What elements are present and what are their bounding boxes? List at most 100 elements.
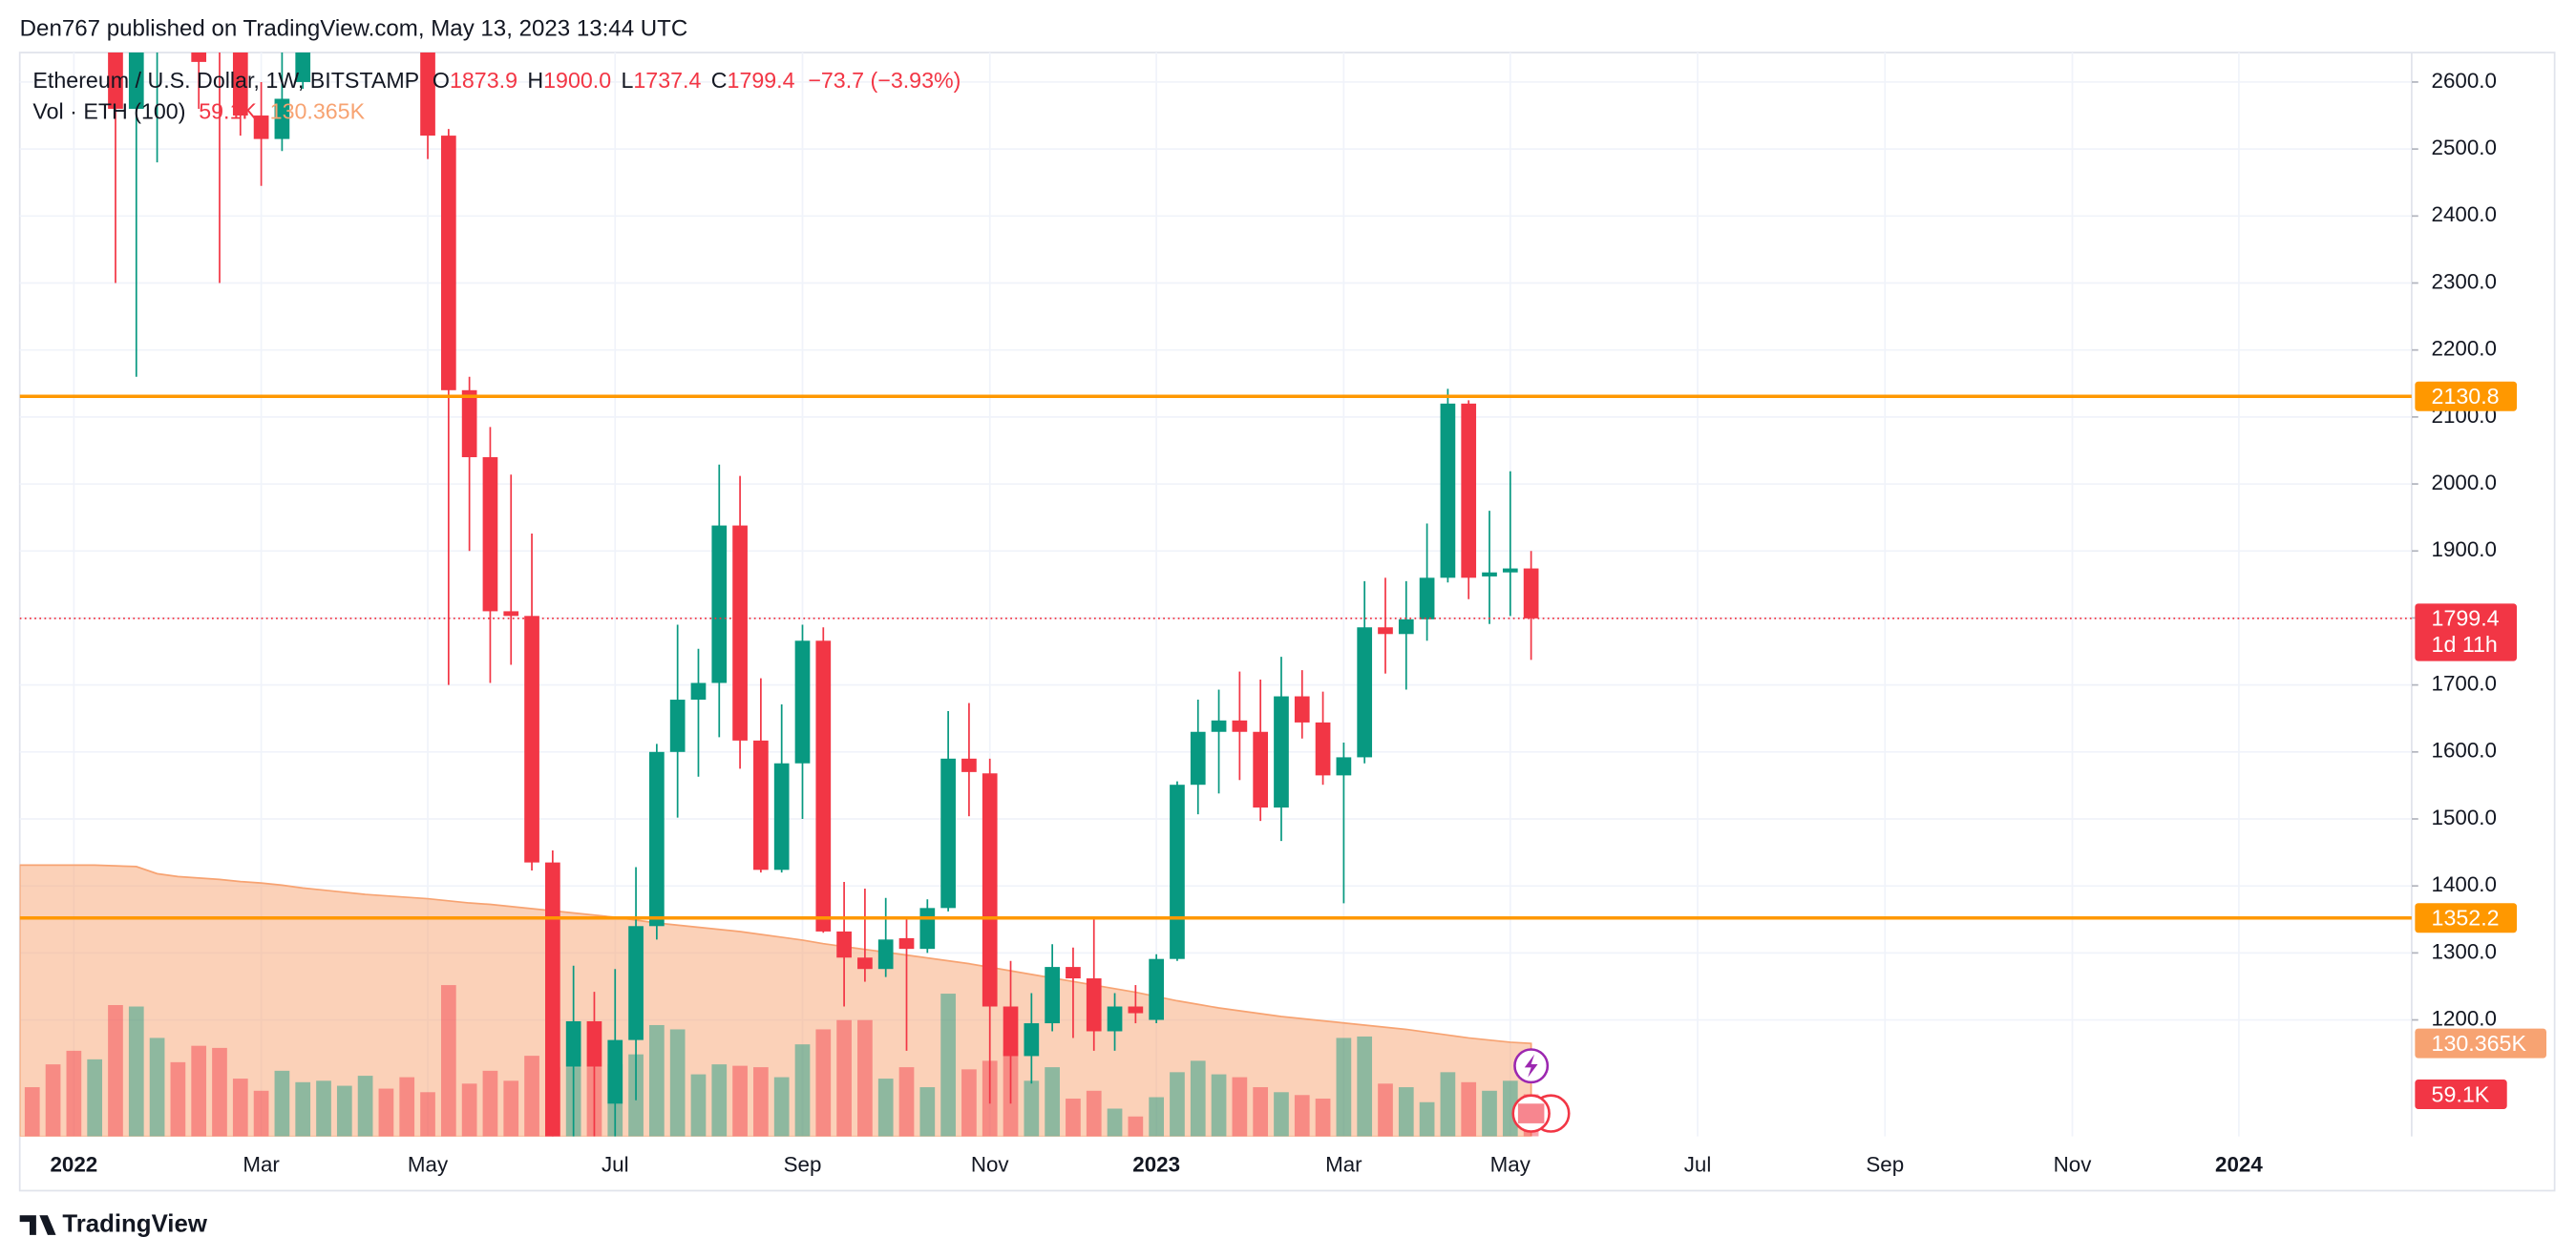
legend-change: −73.7 (−3.93%) <box>808 68 961 93</box>
volume-bar <box>1336 1038 1352 1137</box>
x-tick-label: Nov <box>2054 1153 2093 1177</box>
volume-bar <box>24 1087 40 1137</box>
volume-bar <box>232 1079 248 1137</box>
volume-bar <box>1149 1097 1165 1137</box>
level-badge <box>2415 381 2518 411</box>
x-tick-label: 2024 <box>2215 1153 2263 1177</box>
candle-body <box>108 52 123 110</box>
candle-body <box>1066 967 1081 979</box>
candle-body <box>420 52 435 136</box>
volume-bar <box>836 1019 852 1137</box>
candle-body <box>1190 731 1206 786</box>
y-tick-label: 2600.0 <box>2432 69 2497 93</box>
volume-bar <box>857 1019 873 1137</box>
legend-key: H <box>527 68 543 93</box>
volume-bar <box>1066 1099 1081 1137</box>
candle-body <box>1461 403 1477 578</box>
volume-bar <box>108 1005 123 1137</box>
volume-bar <box>191 1045 207 1137</box>
volume-bar <box>1294 1095 1310 1137</box>
volume-bar <box>877 1079 894 1137</box>
volume-bar <box>440 985 456 1137</box>
logo-glyph <box>19 1215 56 1235</box>
candle-body <box>1482 572 1497 577</box>
candle-body <box>1336 757 1352 776</box>
candle-body <box>191 52 207 62</box>
level-label: 2130.8 <box>2432 384 2500 409</box>
volume-bar <box>1107 1108 1123 1137</box>
candle-body <box>898 937 915 950</box>
volume-bar <box>1419 1101 1435 1137</box>
candle-body <box>482 456 498 612</box>
volume-bar <box>524 1056 539 1137</box>
volume-bar <box>87 1059 103 1137</box>
x-tick-label: 2023 <box>1132 1153 1180 1177</box>
candle-body <box>628 926 644 1040</box>
volume-bar <box>1024 1080 1040 1137</box>
volume-bar <box>274 1070 290 1137</box>
y-tick-label: 1600.0 <box>2432 739 2497 763</box>
volume-bar <box>128 1006 144 1137</box>
volume-badge <box>2415 1028 2546 1059</box>
volume-bar <box>732 1065 748 1137</box>
header: Den767 published on TradingView.com, May… <box>20 15 688 41</box>
legend-symbol: Ethereum / U.S. Dollar, 1W, BITSTAMP <box>32 68 419 93</box>
volume-bar <box>669 1029 686 1137</box>
y-tick-label: 1900.0 <box>2432 537 2497 561</box>
volume-bar <box>295 1081 311 1137</box>
level-badge <box>2415 903 2518 933</box>
volume-bar <box>336 1085 352 1137</box>
y-tick-label: 1200.0 <box>2432 1006 2497 1030</box>
plot-area <box>19 52 2412 1137</box>
volume-badge <box>2415 1079 2507 1109</box>
candle-body <box>461 389 477 457</box>
y-tick-label: 1300.0 <box>2432 939 2497 963</box>
volume-bar <box>773 1077 790 1137</box>
volume-bar <box>649 1024 665 1137</box>
volume-bar <box>503 1080 519 1137</box>
candle-body <box>586 1020 602 1067</box>
volume-bar <box>378 1088 394 1137</box>
volume-bar <box>253 1090 269 1137</box>
candle-body <box>1211 720 1227 732</box>
x-tick-label: May <box>1490 1153 1531 1177</box>
candle-body <box>961 758 977 772</box>
x-tick-label: Jul <box>1684 1153 1712 1177</box>
axes: 1200.01300.01400.01500.01600.01700.01800… <box>50 69 2546 1177</box>
volume-bar <box>1440 1072 1456 1137</box>
candle-body <box>1045 967 1060 1024</box>
candle-body <box>1107 1006 1123 1032</box>
x-tick-label: Sep <box>1866 1153 1904 1177</box>
volume-bar <box>1502 1080 1518 1137</box>
footer: TradingView <box>62 1210 207 1237</box>
volume-badge-label: 130.365K <box>2432 1031 2527 1056</box>
x-tick-label: Mar <box>1325 1153 1362 1177</box>
legend-value: 1799.4 <box>728 68 795 93</box>
volume-bar <box>357 1076 373 1137</box>
candle-body <box>753 740 769 870</box>
volume-bar <box>711 1064 728 1137</box>
volume-bar <box>1086 1090 1102 1137</box>
volume-bar <box>753 1067 769 1137</box>
x-tick-label: Nov <box>971 1153 1010 1177</box>
volume-bar <box>919 1087 936 1137</box>
candle-body <box>1419 577 1435 619</box>
event-icons <box>1511 1048 1571 1133</box>
candle-body <box>690 682 707 701</box>
candle-body <box>503 611 519 617</box>
volume-bar <box>1461 1081 1477 1137</box>
candle-body <box>1398 619 1414 635</box>
legend-volume-value: 59.1K <box>199 99 257 124</box>
candle-body <box>836 931 852 958</box>
legend-price: Ethereum / U.S. Dollar, 1W, BITSTAMP O187… <box>32 68 961 93</box>
volume-bar <box>420 1092 435 1137</box>
candle-body <box>711 525 728 683</box>
legend-key: O <box>433 68 450 93</box>
x-tick-label: 2022 <box>50 1153 97 1177</box>
candle-body <box>295 52 311 82</box>
legend-value: 1900.0 <box>543 68 611 93</box>
y-tick-label: 2500.0 <box>2432 136 2497 159</box>
volume-bar <box>1232 1077 1248 1137</box>
